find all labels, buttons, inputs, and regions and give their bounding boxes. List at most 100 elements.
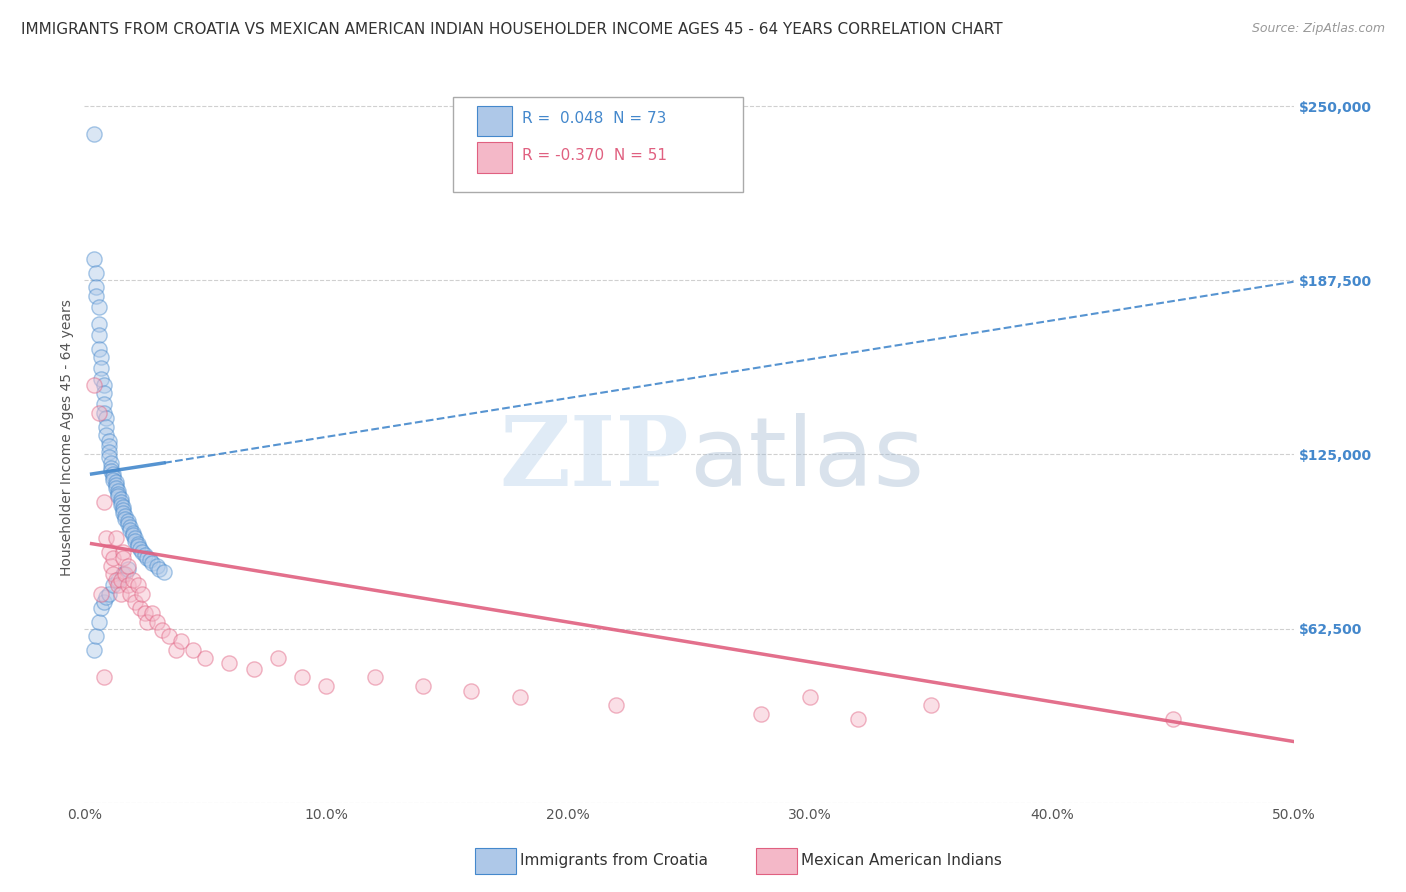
Point bbox=[103, 578, 125, 592]
Point bbox=[103, 473, 125, 487]
Point bbox=[117, 558, 139, 573]
Point bbox=[94, 428, 117, 442]
Point bbox=[90, 361, 112, 376]
Point bbox=[110, 492, 132, 507]
Text: atlas: atlas bbox=[689, 412, 924, 506]
Point bbox=[93, 670, 115, 684]
Point bbox=[87, 327, 110, 342]
Point bbox=[1161, 712, 1184, 726]
Point bbox=[131, 545, 153, 559]
Text: Mexican American Indians: Mexican American Indians bbox=[801, 854, 1002, 868]
Point bbox=[87, 300, 110, 314]
Point bbox=[83, 642, 105, 657]
Point bbox=[103, 567, 125, 582]
Text: Immigrants from Croatia: Immigrants from Croatia bbox=[520, 854, 709, 868]
Point bbox=[138, 553, 160, 567]
Point bbox=[134, 548, 156, 562]
Point bbox=[93, 386, 115, 401]
Point bbox=[83, 127, 105, 141]
Point bbox=[129, 542, 152, 557]
Point bbox=[157, 629, 180, 643]
Point bbox=[97, 587, 120, 601]
Point bbox=[103, 467, 125, 481]
Point bbox=[146, 615, 169, 629]
Text: Source: ZipAtlas.com: Source: ZipAtlas.com bbox=[1251, 22, 1385, 36]
Point bbox=[112, 550, 135, 565]
Point bbox=[129, 600, 152, 615]
Point bbox=[100, 464, 122, 478]
Point bbox=[127, 578, 149, 592]
Point bbox=[110, 587, 132, 601]
Point bbox=[117, 578, 139, 592]
Point bbox=[100, 461, 122, 475]
Point bbox=[90, 587, 112, 601]
Point bbox=[112, 506, 135, 520]
Point bbox=[165, 642, 187, 657]
Point bbox=[124, 533, 146, 548]
Point bbox=[104, 531, 127, 545]
Point bbox=[83, 252, 105, 267]
Point bbox=[86, 280, 108, 294]
Point bbox=[90, 350, 112, 364]
Point bbox=[181, 642, 204, 657]
Point bbox=[141, 607, 163, 621]
Point bbox=[131, 587, 153, 601]
Point bbox=[846, 712, 869, 726]
Point bbox=[110, 573, 132, 587]
Point bbox=[110, 495, 132, 509]
Point bbox=[291, 670, 314, 684]
Point bbox=[104, 475, 127, 490]
Point bbox=[920, 698, 942, 713]
Point bbox=[83, 377, 105, 392]
Point bbox=[110, 498, 132, 512]
Point bbox=[93, 406, 115, 420]
Point bbox=[141, 556, 163, 570]
Point bbox=[97, 450, 120, 465]
Point bbox=[87, 406, 110, 420]
Point bbox=[100, 558, 122, 573]
Point bbox=[153, 565, 176, 579]
Point bbox=[97, 439, 120, 453]
Text: R =  0.048  N = 73: R = 0.048 N = 73 bbox=[522, 112, 666, 127]
Point bbox=[103, 470, 125, 484]
Point bbox=[120, 520, 142, 534]
Point bbox=[94, 411, 117, 425]
Point bbox=[605, 698, 627, 713]
Point bbox=[86, 266, 108, 280]
Point bbox=[112, 503, 135, 517]
Point bbox=[107, 573, 129, 587]
Point bbox=[170, 634, 193, 648]
Point bbox=[150, 623, 173, 637]
Point bbox=[412, 679, 434, 693]
Point bbox=[315, 679, 337, 693]
Point bbox=[136, 615, 159, 629]
Point bbox=[93, 595, 115, 609]
Point bbox=[146, 558, 169, 573]
Point bbox=[124, 531, 146, 545]
Point bbox=[90, 600, 112, 615]
Point bbox=[104, 573, 127, 587]
Point bbox=[218, 657, 240, 671]
Point bbox=[460, 684, 482, 698]
Point bbox=[87, 342, 110, 356]
Point bbox=[94, 590, 117, 604]
Point bbox=[127, 536, 149, 550]
Point bbox=[134, 607, 156, 621]
Point bbox=[117, 517, 139, 532]
Point bbox=[93, 377, 115, 392]
Point bbox=[107, 578, 129, 592]
Point bbox=[136, 550, 159, 565]
Point bbox=[87, 615, 110, 629]
Point bbox=[509, 690, 531, 704]
Point bbox=[112, 567, 135, 582]
Point bbox=[107, 486, 129, 500]
FancyBboxPatch shape bbox=[478, 143, 512, 173]
Y-axis label: Householder Income Ages 45 - 64 years: Householder Income Ages 45 - 64 years bbox=[60, 299, 75, 575]
Point bbox=[363, 670, 385, 684]
Point bbox=[242, 662, 264, 676]
Point bbox=[87, 317, 110, 331]
Point bbox=[97, 434, 120, 448]
Point bbox=[94, 419, 117, 434]
Point bbox=[94, 531, 117, 545]
Point bbox=[121, 528, 143, 542]
